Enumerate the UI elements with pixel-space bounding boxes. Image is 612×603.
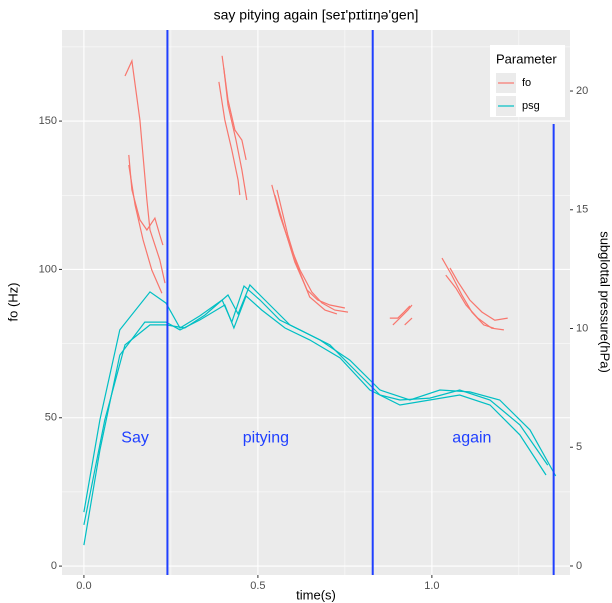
y-tick-label: 100 <box>39 263 57 275</box>
legend-label: fo <box>522 77 531 89</box>
y2-tick-label: 20 <box>576 85 588 97</box>
y-tick-label: 50 <box>45 412 57 424</box>
x-tick-label: 1.0 <box>424 580 439 592</box>
y2-tick-label: 10 <box>576 322 588 334</box>
chart-title: say pitying again [seɪ'pɪtiɪŋə'gen] <box>214 7 419 23</box>
line-0 <box>445 274 504 331</box>
line-0 <box>276 189 338 315</box>
x-tick-label: 0.0 <box>76 580 91 592</box>
annotation: pitying <box>243 430 289 447</box>
line-0 <box>271 184 349 313</box>
legend-title: Parameter <box>496 51 557 66</box>
x-tick-label: 0.5 <box>250 580 265 592</box>
y-tick-label: 150 <box>39 115 57 127</box>
y-axis-title: fo (Hz) <box>5 283 20 322</box>
annotation: Say <box>121 430 149 447</box>
line-0 <box>441 257 494 329</box>
x-axis-title: time(s) <box>296 587 336 602</box>
legend-label: psg <box>522 100 540 112</box>
line-0 <box>124 58 166 284</box>
y2-axis-title: subglottal pressure(hPa) <box>598 231 612 373</box>
line-1 <box>83 284 549 513</box>
line-0 <box>223 67 248 201</box>
line-0 <box>128 164 163 294</box>
line-0 <box>449 267 508 321</box>
line-1 <box>83 283 557 526</box>
annotation: again <box>452 430 491 447</box>
line-1 <box>83 294 547 546</box>
y2-tick-label: 15 <box>576 204 588 216</box>
y-tick-label: 0 <box>51 560 57 572</box>
line-0 <box>404 317 413 326</box>
line-0 <box>389 305 411 319</box>
line-0 <box>392 304 413 326</box>
line-0 <box>218 81 241 196</box>
y2-tick-label: 5 <box>576 441 582 453</box>
line-0 <box>128 154 164 246</box>
y2-tick-label: 0 <box>576 560 582 572</box>
